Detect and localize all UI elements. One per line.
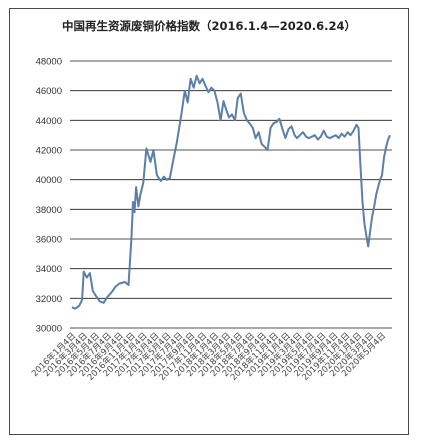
chart-frame: 中国再生资源废铜价格指数（2016.1.4—2020.6.24） <box>9 8 409 435</box>
y-tick-label: 30000 <box>36 324 62 335</box>
y-axis-tick-labels: 30000 32000 34000 36000 38000 40000 42000 44000… <box>36 57 62 335</box>
y-tick-label: 46000 <box>36 86 62 97</box>
y-tick-label: 38000 <box>36 205 62 216</box>
y-tick-label: 36000 <box>36 235 62 246</box>
y-tick-label: 34000 <box>36 264 62 275</box>
y-tick-label: 40000 <box>36 175 62 186</box>
y-tick-label: 44000 <box>36 116 62 127</box>
y-tick-label: 48000 <box>36 57 62 68</box>
grid-lines <box>70 60 392 299</box>
y-tick-label: 42000 <box>36 146 62 157</box>
x-axis-tick-labels: 2016年1月4日2016年3月4日2016年5月4日2016年7月4日2016… <box>29 330 388 383</box>
y-tick-label: 32000 <box>36 294 62 305</box>
series-line <box>71 74 391 310</box>
chart-title: 中国再生资源废铜价格指数（2016.1.4—2020.6.24） <box>62 19 356 33</box>
